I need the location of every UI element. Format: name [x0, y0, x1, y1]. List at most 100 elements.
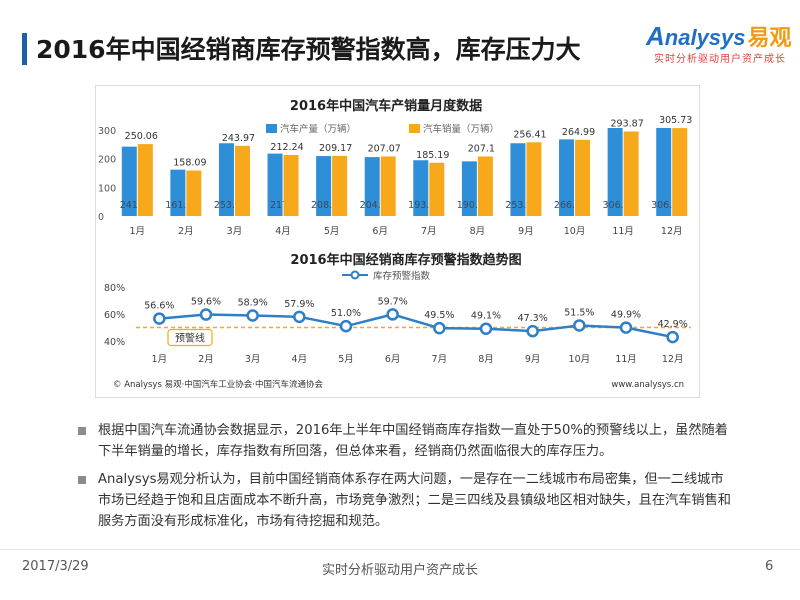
- sales-value-label: 207.07: [368, 143, 401, 154]
- production-bar: [121, 146, 137, 216]
- sales-bar: [477, 156, 493, 216]
- production-value-label: 217: [270, 200, 288, 211]
- bullet-square-icon: [78, 476, 86, 484]
- line-y-tick-label: 40%: [104, 337, 125, 348]
- sales-value-label: 209.17: [319, 143, 352, 154]
- index-point: [153, 312, 166, 325]
- sales-bar: [332, 155, 348, 216]
- line-y-tick-label: 60%: [104, 310, 125, 321]
- title-accent-bar: [22, 33, 27, 65]
- index-series-line: [159, 313, 673, 339]
- index-value-label: 51.0%: [331, 308, 361, 319]
- threshold-label-box: [167, 328, 213, 347]
- sales-bar: [526, 142, 542, 216]
- bar-chart-title: 2016年中国汽车产销量月度数据: [290, 98, 482, 114]
- index-value-label: 57.9%: [284, 299, 314, 310]
- legend-label-production: 汽车产量（万辆）: [280, 123, 356, 135]
- legend-label-sales: 汽车销量（万辆）: [423, 123, 499, 135]
- index-value-label: 56.6%: [144, 301, 174, 312]
- bar-x-tick-label: 4月: [275, 226, 291, 237]
- bar-x-tick-label: 12月: [661, 226, 683, 237]
- line-x-tick-label: 4月: [292, 354, 308, 365]
- sales-value-label: 250.06: [125, 131, 158, 142]
- sales-value-label: 207.1: [468, 143, 495, 154]
- logo-wordmark: Analysys易观: [646, 20, 792, 52]
- sales-bar: [380, 156, 396, 216]
- sales-bar: [575, 139, 591, 216]
- sales-bar: [283, 154, 299, 216]
- production-value-label: 161.18: [165, 200, 198, 211]
- index-point: [433, 321, 446, 335]
- production-value-label: 253.07: [505, 200, 538, 211]
- bar-x-tick-label: 8月: [470, 226, 486, 237]
- bar-x-tick-label: 1月: [130, 226, 146, 237]
- chart-panel: 2016年中国汽车产销量月度数据 汽车产量（万辆） 汽车销量（万辆） 0 100 2…: [95, 85, 700, 398]
- production-bar: [218, 143, 234, 216]
- production-bar: [559, 139, 575, 216]
- index-value-label: 49.1%: [471, 311, 501, 322]
- line-x-tick-label: 3月: [245, 354, 261, 365]
- production-bar: [170, 169, 186, 216]
- line-y-tick-label: 80%: [104, 283, 125, 294]
- production-bar: [364, 157, 380, 216]
- sales-bar: [623, 131, 639, 216]
- line-x-tick-label: 1月: [152, 354, 168, 365]
- bullet-item-1: 根据中国汽车流通协会数据显示，2016年上半年中国经销商库存指数一直处于50%的…: [74, 420, 734, 462]
- production-value-label: 266.53: [554, 200, 587, 211]
- index-value-label: 58.9%: [238, 297, 268, 308]
- bullet-item-2: Analysys易观分析认为，目前中国经销商体系存在两大问题，一是存在一二线城市…: [74, 469, 734, 532]
- bar-x-tick-label: 10月: [564, 226, 586, 237]
- production-value-label: 208.49: [311, 200, 344, 211]
- sales-bar: [234, 145, 250, 216]
- index-value-label: 42.9%: [658, 319, 688, 330]
- logo-text: nalysys: [664, 25, 746, 50]
- production-value-label: 306.28: [651, 200, 684, 211]
- logo-slogan: 实时分析驱动用户资产成长: [654, 54, 786, 65]
- index-value-label: 59.7%: [378, 296, 408, 307]
- index-point: [479, 322, 493, 335]
- index-point: [199, 308, 213, 321]
- production-value-label: 253.06: [214, 200, 247, 211]
- chart-svg: 2016年中国汽车产销量月度数据 汽车产量（万辆） 汽车销量（万辆） 0 100 2…: [98, 98, 692, 390]
- footer-slogan: 实时分析驱动用户资产成长: [321, 563, 478, 578]
- line-chart-title: 2016年中国经销商库存预警指数趋势图: [290, 252, 521, 268]
- index-value-label: 59.6%: [191, 297, 221, 308]
- threshold-label: 预警线: [175, 332, 205, 345]
- logo-a-glyph: A: [646, 21, 665, 51]
- bar-y-tick-label: 200: [98, 155, 116, 166]
- sales-value-label: 185.19: [416, 150, 449, 161]
- line-chart-plot: 40% 60% 80% 预警线 56.6% 1月 59.6% 2月 58.9% 3月 57.9% 4月…: [104, 283, 691, 365]
- production-bar: [461, 161, 477, 216]
- bar-y-tick-label: 100: [98, 183, 116, 194]
- index-point: [246, 309, 259, 322]
- index-point: [339, 319, 353, 333]
- sales-bar: [137, 144, 153, 216]
- index-point: [573, 319, 586, 332]
- line-x-tick-label: 12月: [662, 354, 684, 365]
- production-bar: [656, 127, 672, 216]
- bar-y-tick-label: 300: [98, 126, 116, 137]
- bullet-text-2: Analysys易观分析认为，目前中国经销商体系存在两大问题，一是存在一二线城市…: [98, 472, 731, 529]
- bar-chart-plot: 0 100 200 300 241.2 250.06 1月 161.18 158.09 2月 253…: [98, 115, 692, 237]
- legend-swatch-production: [266, 124, 277, 133]
- bullet-text-1: 根据中国汽车流通协会数据显示，2016年上半年中国经销商库存指数一直处于50%的…: [98, 423, 728, 459]
- line-x-tick-label: 6月: [385, 354, 401, 365]
- index-point: [619, 321, 633, 334]
- index-point: [293, 310, 306, 324]
- production-value-label: 306.06: [603, 200, 636, 211]
- source-right: www.analysys.cn: [611, 380, 684, 390]
- bar-x-tick-label: 5月: [324, 226, 340, 237]
- production-bar: [267, 153, 283, 216]
- analysis-bullets: 根据中国汽车流通协会数据显示，2016年上半年中国经销商库存指数一直处于50%的…: [74, 420, 734, 539]
- index-value-label: 47.3%: [518, 313, 548, 324]
- index-point: [666, 330, 679, 344]
- legend-swatch-sales: [409, 124, 420, 133]
- page-number: 6: [765, 559, 774, 574]
- footer-date: 2017/3/29: [22, 559, 89, 574]
- bar-y-tick-label: 0: [98, 212, 104, 223]
- bar-x-tick-label: 11月: [612, 226, 634, 237]
- page-title: 2016年中国经销商库存预警指数高，库存压力大: [36, 35, 581, 64]
- production-value-label: 204.86: [360, 200, 393, 211]
- index-value-label: 49.5%: [424, 310, 454, 321]
- index-value-label: 51.5%: [564, 307, 594, 318]
